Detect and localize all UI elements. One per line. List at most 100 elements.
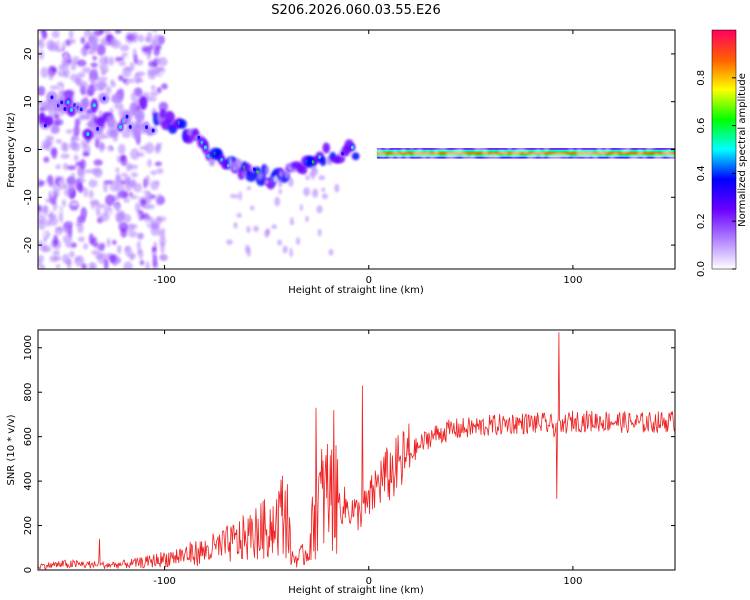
spectrogram-noise-blob — [78, 182, 84, 194]
spectrogram-noise-blob — [113, 85, 121, 90]
spectrogram-noise-blob — [115, 175, 123, 185]
spectrogram-noise-blob — [107, 210, 113, 217]
spectrogram-ridge-blob — [129, 102, 138, 116]
spectrogram-noise-blob — [40, 145, 49, 150]
spectrogram-ridge-core — [128, 124, 132, 129]
spectrogram-band-fringe — [404, 153, 411, 163]
spectrogram-noise-blob — [55, 264, 61, 269]
spectrogram-band-fringe — [563, 154, 570, 159]
spectrogram-band-fringe — [461, 152, 468, 160]
spectrogram-noise-blob — [43, 156, 50, 163]
spectrogram-noise-blob — [155, 194, 164, 206]
spectrogram-x-tick-label: 0 — [366, 275, 372, 286]
spectrogram-band-fringe — [633, 154, 640, 161]
spectrogram-noise-blob — [101, 224, 106, 235]
spectrogram-noise-blob — [108, 65, 119, 75]
spectrogram-noise-blob — [144, 142, 155, 154]
spectrogram-noise-blob — [122, 66, 132, 78]
spectrogram-noise-blob — [153, 47, 160, 57]
spectrogram-noise-blob — [64, 225, 71, 233]
spectrogram-y-tick-label: 10 — [23, 95, 34, 108]
spectrogram-lobe-blob — [295, 237, 301, 246]
spectrogram-noise-blob — [79, 80, 88, 89]
spectrogram-lobe-blob — [236, 212, 242, 218]
spectrogram-noise-blob — [134, 202, 141, 213]
spectrogram-noise-blob — [118, 210, 126, 219]
spectrogram-noise-blob — [131, 178, 136, 188]
spectrogram-noise-blob — [51, 67, 58, 73]
spectrogram-heat-layer — [38, 30, 675, 269]
spectrogram-noise-blob — [65, 221, 74, 226]
spectrogram-noise-blob — [99, 63, 104, 71]
spectrogram-noise-blob — [83, 169, 93, 174]
spectrogram-noise-blob — [38, 86, 46, 94]
spectrogram-ridge-core — [86, 132, 90, 137]
spectrogram-band-fringe — [433, 149, 440, 158]
spectrogram-ridge-blob — [109, 129, 119, 138]
spectrogram-noise-blob — [77, 236, 85, 243]
spectrogram-noise-blob — [161, 83, 168, 90]
spectrogram-lobe-blob — [238, 190, 242, 201]
spectrogram-band-fringe — [478, 144, 485, 151]
spectrogram-lobe-blob — [272, 157, 276, 166]
spectrogram-noise-blob — [38, 255, 45, 263]
spectrogram-noise-blob — [97, 241, 106, 252]
spectrogram-band-fringe — [469, 153, 476, 162]
spectrogram-ridge-blob — [87, 119, 95, 130]
spectrogram-noise-blob — [70, 136, 81, 142]
spectrogram-ridge-core — [63, 106, 67, 111]
spectrogram-band-fringe — [539, 151, 546, 159]
spectrogram-noise-blob — [111, 39, 122, 49]
spectrogram-lobe-blob — [228, 157, 232, 167]
spectrogram-lobe-blob — [278, 234, 283, 242]
spectrogram-noise-blob — [67, 79, 75, 91]
spectrogram-noise-blob — [150, 224, 160, 236]
spectrogram-band-fringe — [380, 151, 387, 158]
colorbar-ticks: 0.0 0.2 0.4 0.6 0.8 — [696, 70, 736, 277]
spectrogram-lobe-blob — [308, 227, 315, 235]
spectrogram-lobe-blob — [241, 168, 248, 178]
spectrogram-noise-blob — [77, 177, 86, 184]
spectrogram-noise-blob — [81, 67, 92, 74]
spectrogram-band-fringe — [424, 150, 431, 157]
spectrogram-noise-blob — [156, 142, 163, 148]
spectrogram-noise-blob — [114, 102, 124, 110]
spectrogram-lobe-blob — [244, 198, 250, 208]
spectrogram-band-fringe — [514, 147, 521, 157]
spectrogram-lobe-blob — [333, 235, 340, 245]
spectrogram-lobe-blob — [232, 172, 236, 178]
colorbar-tick-label: 0.2 — [696, 213, 707, 229]
spectrogram-noise-blob — [133, 213, 141, 221]
spectrogram-lobe-blob — [324, 169, 329, 178]
spectrogram-lobe-blob — [270, 229, 276, 236]
spectrogram-noise-blob — [132, 48, 137, 59]
spectrogram-noise-blob — [49, 216, 59, 226]
spectrogram-ridge-core — [118, 125, 122, 130]
spectrogram-lobe-blob — [271, 224, 277, 230]
spectrogram-noise-blob — [45, 198, 51, 203]
spectrogram-lobe-blob — [328, 236, 335, 245]
spectrogram-noise-blob — [100, 37, 107, 45]
spectrogram-noise-blob — [139, 165, 146, 175]
snr-y-tick-label: 1000 — [23, 335, 34, 360]
spectrogram-noise-blob — [99, 76, 108, 82]
spectrogram-noise-blob — [95, 207, 101, 217]
spectrogram-band-fringe — [429, 153, 436, 164]
spectrogram-lobe-blob — [249, 205, 255, 211]
spectrogram-lobe-blob — [266, 220, 274, 225]
spectrogram-lobe-blob — [278, 178, 283, 188]
spectrogram-ridge-blob — [50, 125, 60, 134]
spectrogram-noise-blob — [152, 30, 158, 33]
spectrogram-noise-blob — [77, 222, 84, 234]
snr-y-axis-label: SNR (10 * v/v) — [6, 414, 17, 485]
spectrogram-noise-blob — [79, 158, 86, 170]
spectrogram-noise-blob — [152, 107, 157, 114]
spectrogram-noise-blob — [139, 145, 149, 151]
spectrogram-y-tick-label: -20 — [23, 237, 34, 253]
figure-title: S206.2026.060.03.55.E26 — [271, 3, 440, 18]
spectrogram-noise-blob — [121, 130, 132, 139]
spectrogram-band-fringe — [392, 149, 399, 156]
spectrogram-ridge-core — [50, 95, 54, 100]
spectrogram-noise-blob — [124, 175, 131, 184]
